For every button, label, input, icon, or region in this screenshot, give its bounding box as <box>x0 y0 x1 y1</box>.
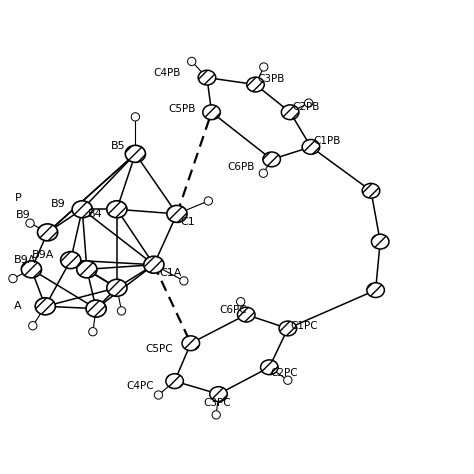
Text: C1A: C1A <box>159 268 182 278</box>
Circle shape <box>260 63 268 71</box>
Text: C4PC: C4PC <box>126 381 154 391</box>
Circle shape <box>204 197 212 205</box>
Text: P: P <box>15 193 22 203</box>
Ellipse shape <box>107 201 127 218</box>
Circle shape <box>155 391 163 399</box>
Text: C1PB: C1PB <box>313 136 341 146</box>
Text: C3PC: C3PC <box>204 398 231 408</box>
Ellipse shape <box>86 300 106 317</box>
Text: C4PB: C4PB <box>153 68 181 78</box>
Ellipse shape <box>77 261 97 278</box>
Text: C2PB: C2PB <box>292 102 320 112</box>
Ellipse shape <box>125 146 146 162</box>
Ellipse shape <box>302 139 319 155</box>
Text: B4: B4 <box>88 209 103 219</box>
Circle shape <box>283 376 292 384</box>
Ellipse shape <box>282 105 299 119</box>
Ellipse shape <box>372 234 389 249</box>
Text: B9A: B9A <box>14 255 36 265</box>
Ellipse shape <box>35 298 55 315</box>
Text: C1: C1 <box>181 217 195 227</box>
Ellipse shape <box>261 360 278 374</box>
Ellipse shape <box>166 374 183 389</box>
Text: C5PC: C5PC <box>146 344 173 354</box>
Circle shape <box>9 274 17 283</box>
Ellipse shape <box>61 252 81 269</box>
Ellipse shape <box>367 283 384 298</box>
Circle shape <box>118 307 126 315</box>
Text: A: A <box>14 301 22 311</box>
Ellipse shape <box>198 70 216 85</box>
Ellipse shape <box>107 279 127 296</box>
Circle shape <box>259 169 267 177</box>
Circle shape <box>188 57 196 65</box>
Ellipse shape <box>362 183 380 198</box>
Ellipse shape <box>182 336 200 351</box>
Text: C2PC: C2PC <box>270 368 298 378</box>
Ellipse shape <box>279 321 297 336</box>
Text: C1PC: C1PC <box>290 321 318 331</box>
Text: C3PB: C3PB <box>258 73 285 83</box>
Circle shape <box>89 328 97 336</box>
Circle shape <box>131 113 139 121</box>
Ellipse shape <box>144 256 164 273</box>
Text: B9: B9 <box>16 210 31 220</box>
Circle shape <box>26 219 34 228</box>
Circle shape <box>212 410 220 419</box>
Text: C6PB: C6PB <box>227 162 255 172</box>
Ellipse shape <box>21 261 42 278</box>
Ellipse shape <box>37 224 58 241</box>
Circle shape <box>237 298 245 306</box>
Text: B9: B9 <box>50 199 65 209</box>
Text: B9A: B9A <box>32 250 55 261</box>
Ellipse shape <box>72 201 92 218</box>
Ellipse shape <box>237 307 255 322</box>
Text: B5: B5 <box>110 140 125 151</box>
Ellipse shape <box>263 152 281 167</box>
Ellipse shape <box>203 105 220 119</box>
Circle shape <box>304 99 313 107</box>
Circle shape <box>180 277 188 285</box>
Ellipse shape <box>246 77 264 92</box>
Text: C5PB: C5PB <box>168 103 195 114</box>
Ellipse shape <box>210 387 228 401</box>
Text: C6PC: C6PC <box>219 305 247 315</box>
Ellipse shape <box>167 205 187 222</box>
Circle shape <box>28 321 37 330</box>
